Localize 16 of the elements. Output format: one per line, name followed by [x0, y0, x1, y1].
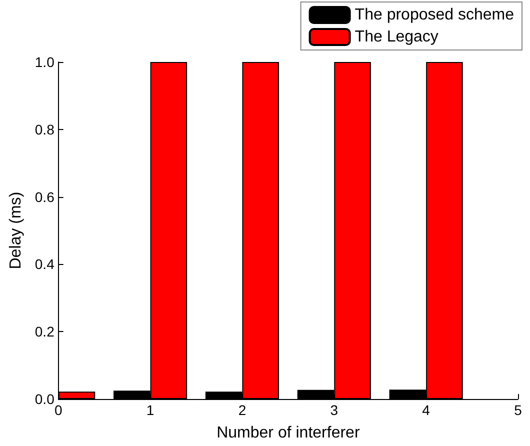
- x-axis-title: Number of interferer: [216, 424, 360, 442]
- x-tick-label: 0: [54, 402, 62, 418]
- x-tick-label: 5: [514, 402, 522, 418]
- x-tick-label: 4: [422, 402, 430, 418]
- y-axis-title: Delay (ms): [8, 192, 24, 270]
- x-tick-label: 2: [238, 402, 246, 418]
- x-tick-label: 3: [330, 402, 338, 418]
- legend-label: The proposed scheme: [354, 6, 514, 24]
- y-tick-label: 0.6: [34, 188, 55, 205]
- y-tick-label: 0.8: [34, 121, 55, 138]
- legend-label: The Legacy: [354, 28, 438, 46]
- y-tick-label: 0.0: [34, 391, 55, 407]
- y-tick-label: 0.2: [34, 324, 55, 340]
- x-tick-label: 1: [146, 402, 154, 418]
- y-tick-label: 0.4: [34, 256, 55, 272]
- y-tick-label: 1.0: [34, 54, 55, 70]
